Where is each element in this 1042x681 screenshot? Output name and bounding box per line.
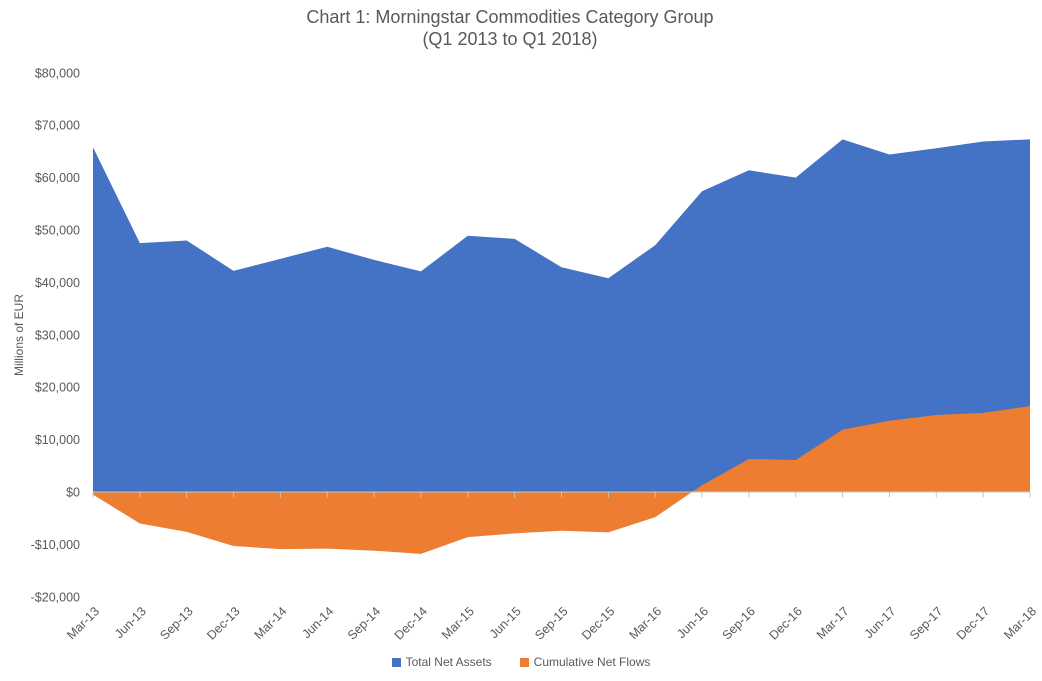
- x-axis-label: Jun-17: [862, 604, 899, 641]
- x-axis-label: Jun-15: [487, 604, 524, 641]
- x-axis-label: Dec-14: [392, 604, 430, 642]
- x-axis-label: Sep-15: [532, 604, 570, 642]
- x-axis-label: Sep-17: [907, 604, 945, 642]
- x-axis-label: Jun-16: [674, 604, 711, 641]
- x-axis-label: Dec-15: [579, 604, 617, 642]
- x-axis-label: Mar-13: [64, 604, 102, 642]
- legend-swatch-blue-icon: [391, 657, 401, 667]
- legend-item-total-net-assets: Total Net Assets: [391, 655, 492, 669]
- x-axis-label: Mar-14: [252, 604, 290, 642]
- y-axis-label: -$10,000: [31, 538, 80, 552]
- x-axis-label: Dec-17: [954, 604, 992, 642]
- chart-title-line1: Chart 1: Morningstar Commodities Categor…: [306, 7, 714, 27]
- legend-swatch-orange-icon: [519, 657, 529, 667]
- x-axis-label: Dec-16: [766, 604, 804, 642]
- chart-title: Chart 1: Morningstar Commodities Categor…: [0, 6, 1020, 50]
- area-series-0: [93, 139, 1030, 492]
- legend-item-cumulative-net-flows: Cumulative Net Flows: [519, 655, 651, 669]
- x-axis-label: Sep-14: [345, 604, 383, 642]
- legend: Total Net Assets Cumulative Net Flows: [0, 655, 1042, 669]
- y-axis-label: $20,000: [35, 381, 80, 395]
- chart-title-line2: (Q1 2013 to Q1 2018): [422, 29, 598, 49]
- legend-label-cumulative-net-flows: Cumulative Net Flows: [533, 655, 651, 669]
- legend-label-total-net-assets: Total Net Assets: [405, 655, 492, 669]
- y-axis-label: $60,000: [35, 171, 80, 185]
- x-axis-label: Sep-16: [720, 604, 758, 642]
- x-axis-label: Dec-13: [204, 604, 242, 642]
- x-axis-label: Mar-17: [814, 604, 852, 642]
- x-axis-label: Mar-16: [626, 604, 664, 642]
- y-axis-label: -$20,000: [31, 590, 80, 604]
- y-axis-label: $50,000: [35, 224, 80, 238]
- y-axis-label: $0: [66, 486, 80, 500]
- y-axis-label: $80,000: [35, 66, 80, 80]
- x-axis-label: Mar-15: [439, 604, 477, 642]
- x-axis-label: Jun-14: [299, 604, 336, 641]
- area-series-1: [93, 406, 1030, 554]
- y-axis-label: $40,000: [35, 276, 80, 290]
- x-axis-label: Jun-13: [112, 604, 149, 641]
- x-axis-label: Sep-13: [157, 604, 195, 642]
- y-axis-label: $10,000: [35, 433, 80, 447]
- y-axis-label: $30,000: [35, 328, 80, 342]
- y-axis-label: $70,000: [35, 119, 80, 133]
- x-axis-label: Mar-18: [1001, 604, 1039, 642]
